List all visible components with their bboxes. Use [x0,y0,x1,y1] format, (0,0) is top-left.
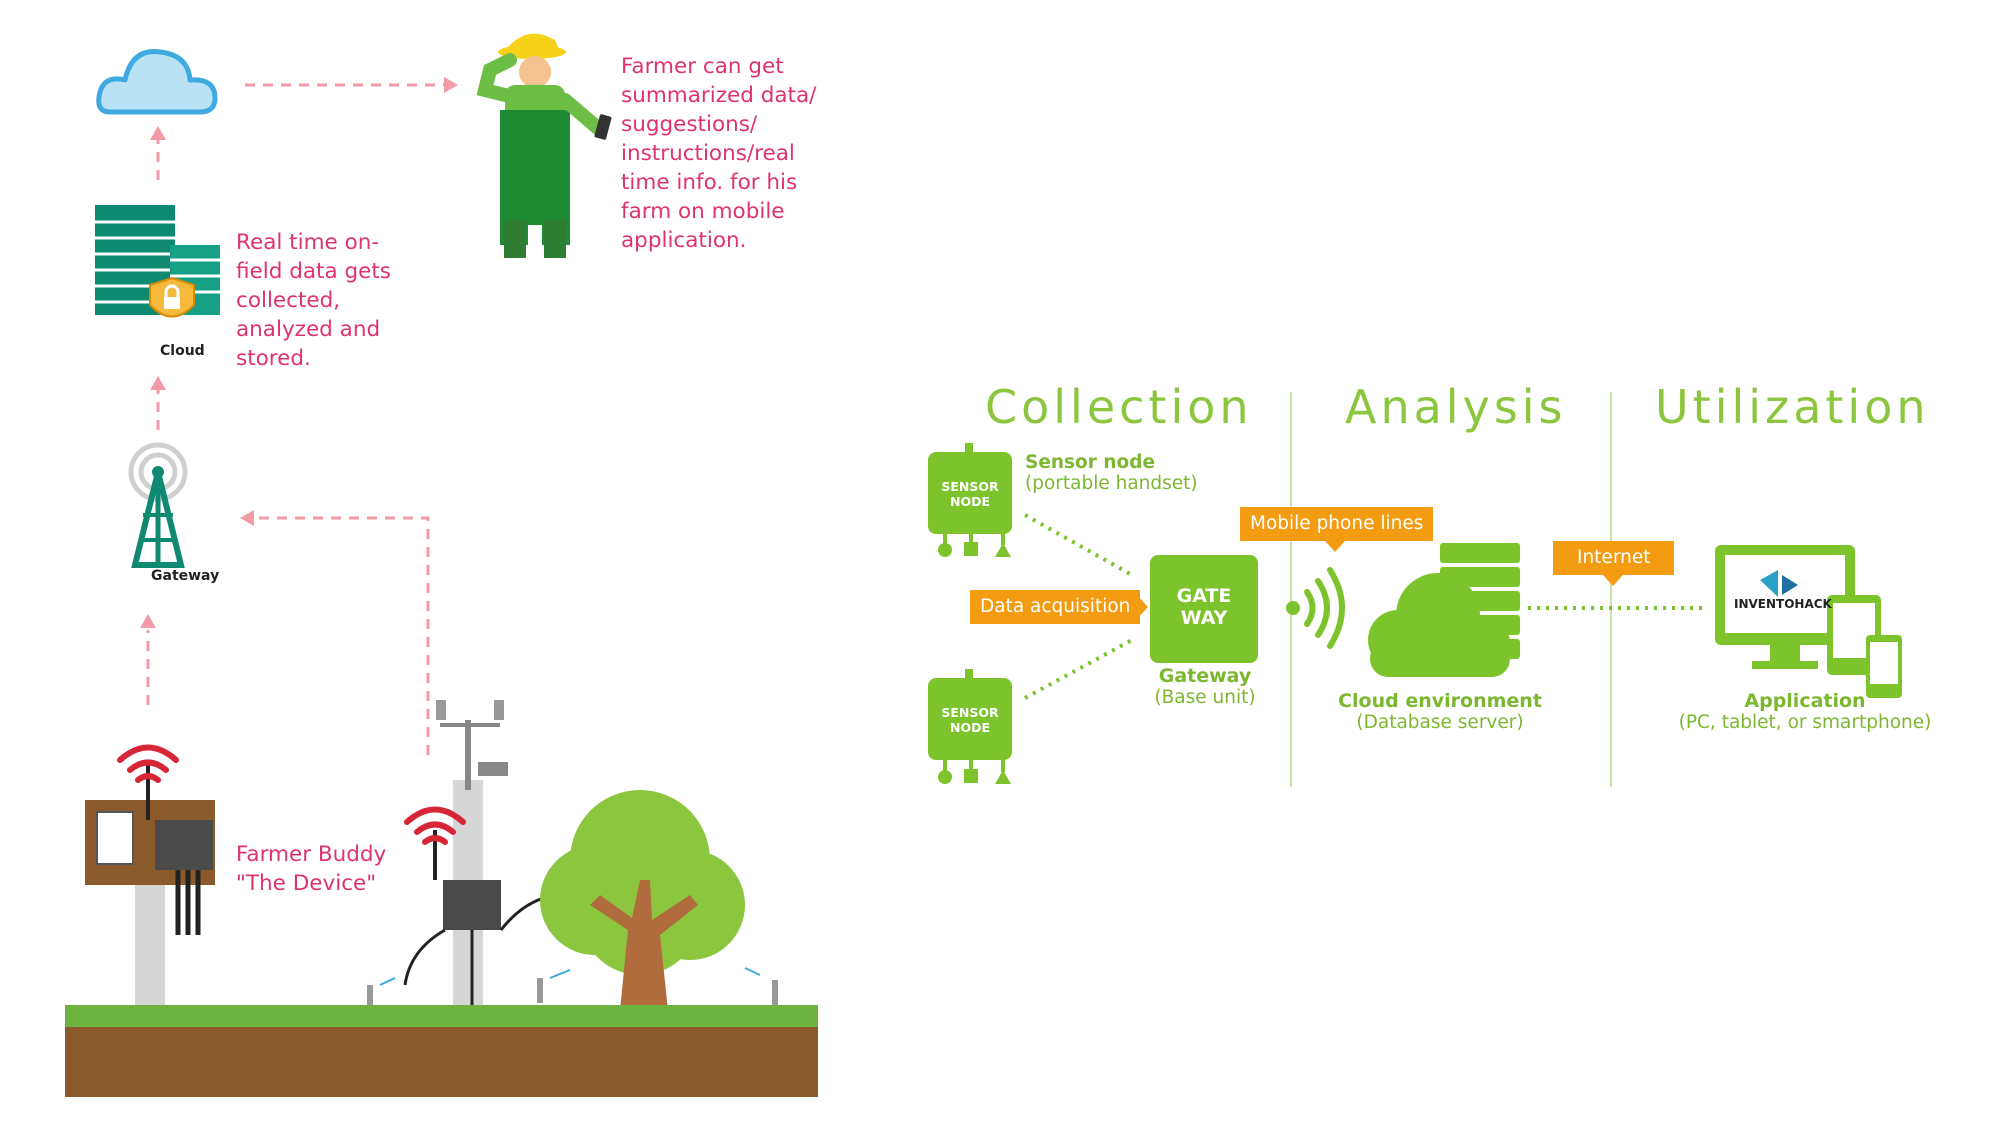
cloud-icon [96,49,218,115]
database-cloud-icon [1368,543,1520,677]
grass [65,1005,818,1027]
cloud-environment-caption: Cloud environment (Database server) [1338,690,1542,733]
sensor-node-top: SENSOR NODE [928,452,1012,534]
internet-tag: Internet [1553,541,1675,575]
left-illustration: Cloud [65,33,818,1097]
application-devices-icon [1715,545,1902,698]
gateway-tower-icon [128,442,188,568]
gateway-caption: Gateway (Base unit) [1154,665,1256,708]
signal-waves-icon [1286,567,1345,649]
farmer-buddy-device [85,765,215,1020]
sensor-node-bottom: SENSOR NODE [928,678,1012,760]
wifi-icon [404,806,466,845]
application-caption: Application (PC, tablet, or smartphone) [1678,690,1932,733]
wifi-icon [117,744,179,783]
sprinkler-icon [367,967,778,1005]
mobile-lines-tag: Mobile phone lines [1240,507,1434,541]
note-farmer: Farmer can get summarized data/ suggesti… [621,54,817,253]
stage-divider [1290,392,1292,787]
gateway-label: Gateway [151,568,220,584]
tree-icon [540,790,745,1010]
sensor-node-label: Sensor node (portable handset) [1025,452,1198,494]
stage-collection: Collection [985,380,1253,434]
soil [65,1027,818,1097]
datacenter-icon [95,205,220,318]
arrow-station-to-gateway [255,516,430,755]
stage-divider [1610,392,1612,787]
cloud-label: Cloud [160,343,205,359]
stage-analysis: Analysis [1345,380,1567,434]
gateway-box: GATE WAY [1150,555,1258,663]
data-acquisition-tag: Data acquisition [970,590,1141,624]
app-brand: INVENTOHACK [1734,597,1832,611]
stage-utilization: Utilization [1655,380,1930,434]
note-cloud: Real time on- field data gets collected,… [236,230,391,371]
farmer-figure [476,33,612,258]
right-diagram-graphics [938,443,1902,784]
note-device: Farmer Buddy "The Device" [236,842,387,896]
